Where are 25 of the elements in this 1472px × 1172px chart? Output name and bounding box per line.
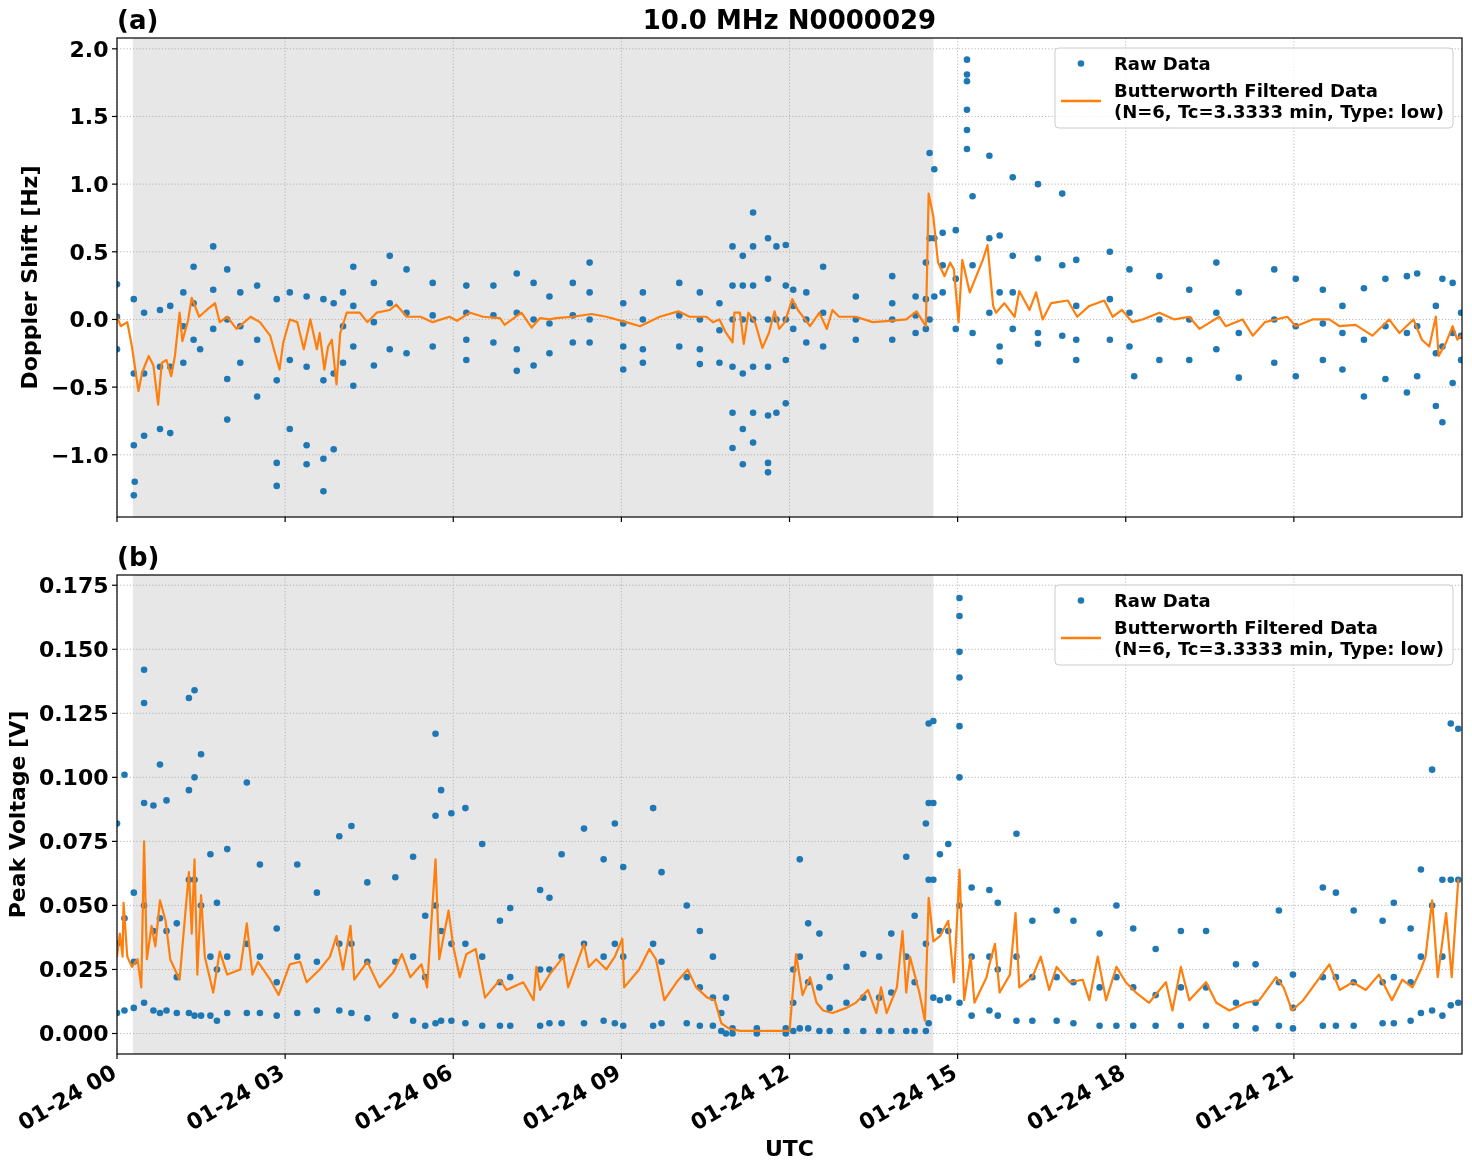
y-tick-label: 0.025: [38, 957, 109, 983]
y-tick-label: 0.125: [38, 701, 109, 727]
x-axis-title: UTC: [764, 1136, 815, 1162]
y-tick-label: 0.000: [38, 1021, 109, 1047]
y-tick-label: 2.0: [69, 36, 109, 62]
y-tick-label: 0.075: [38, 829, 109, 855]
y-tick-label: −1.0: [51, 442, 109, 468]
y-tick-label: 1.0: [69, 172, 109, 198]
y-tick-label: −0.5: [51, 375, 109, 401]
text: (b): [117, 542, 160, 572]
y-tick-label: 0.150: [38, 637, 109, 663]
y-axis-title: Peak Voltage [V]: [4, 710, 30, 919]
y-tick-label: 0.0: [69, 307, 109, 333]
legend-label: Butterworth Filtered Data (N=6, Tc=3.3333 min, Type: low): [1113, 79, 1445, 122]
text: (a): [117, 5, 159, 35]
y-tick-label: 1.5: [69, 104, 109, 130]
legend-label: Butterworth Filtered Data (N=6, Tc=3.3333 min, Type: low): [1113, 616, 1445, 659]
y-tick-label: 0.5: [69, 239, 109, 265]
legend-label: Raw Data: [1113, 589, 1211, 611]
y-tick-label: 0.100: [38, 765, 109, 791]
chart-title: 10.0 MHz N0000029: [642, 5, 937, 35]
y-tick-label: 0.050: [38, 893, 109, 919]
y-tick-label: 0.175: [38, 573, 109, 599]
y-axis-title: Doppler Shift [Hz]: [17, 165, 43, 390]
legend-label: Raw Data: [1113, 52, 1211, 74]
